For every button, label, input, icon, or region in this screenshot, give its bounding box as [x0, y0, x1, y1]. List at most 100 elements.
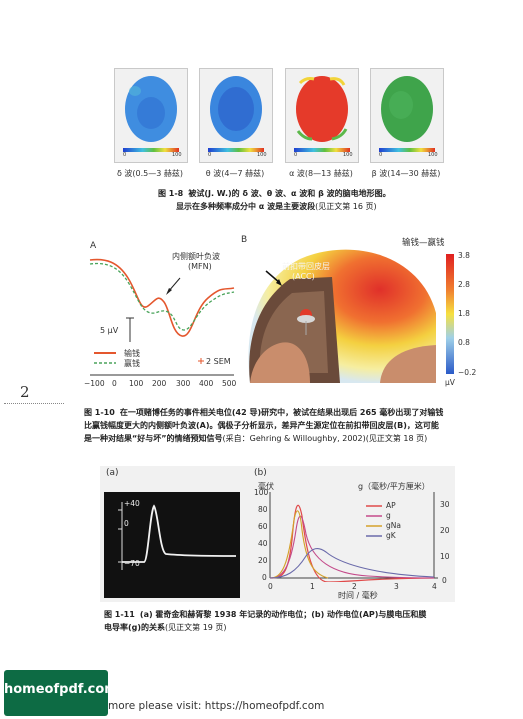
x-axis-label: 时间 / 毫秒 — [338, 591, 378, 600]
fig11-legend-swatches — [366, 505, 382, 537]
x-tick: 0 — [268, 582, 273, 591]
ap-curve — [269, 504, 435, 582]
x-tick: −100 — [84, 379, 105, 388]
margin-rule — [4, 403, 64, 404]
scale-max-label: 100 — [172, 152, 182, 158]
fig10-caption-ref: (采自：Gehring & Willoughby, 2002)(见正文第 18 … — [222, 434, 428, 443]
x-tick: 2 — [352, 582, 357, 591]
panel-a-label: A — [90, 241, 97, 251]
fig11-caption-number: 图 1-11 — [104, 610, 135, 619]
osc-zero-label: 0 — [124, 519, 129, 528]
head-map-delta-icon — [123, 76, 179, 152]
x-tick: 200 — [152, 379, 167, 388]
x-tick: 300 — [176, 379, 191, 388]
colorbar — [446, 254, 454, 374]
y-right-unit: g（毫秒/平方厘米） — [358, 482, 430, 491]
head-map-beta-icon — [379, 76, 435, 152]
fig10-caption-line2: 比赢钱幅度更大的内侧额叶负波(A)。偶极子分析显示，差异产生源定位在前扣带回皮层… — [84, 420, 439, 431]
y-right-tick: 0 — [442, 576, 447, 585]
erp-plot — [89, 258, 235, 364]
y-right-tick: 30 — [440, 500, 450, 509]
x-tick: 0 — [112, 379, 117, 388]
scale-uv-label: 5 μV — [100, 326, 119, 335]
legend-gna: gNa — [386, 521, 401, 530]
scale-min-label: 0 — [208, 152, 212, 158]
page-number: 2 — [20, 383, 30, 401]
colorbar-unit: μV — [445, 378, 455, 387]
fig11-caption-ref: (见正文第 19 页) — [165, 623, 227, 632]
panel-b-label: B — [241, 235, 248, 245]
fig8-caption-line2: 显示在多种频率成分中 α 波是主要波段(见正文第 16 页) — [176, 201, 377, 212]
ap-conductance-chart — [269, 492, 438, 582]
y-left-unit: 毫伏 — [258, 482, 274, 491]
face-skin — [250, 342, 310, 383]
y-left-tick: 80 — [258, 505, 268, 514]
fig10-caption-number: 图 1-10 — [84, 408, 115, 417]
topomap-beta — [370, 68, 444, 163]
topomap-delta — [114, 68, 188, 163]
head-map-alpha-icon — [294, 76, 350, 152]
caption-alpha: α 波(8—13 赫兹) — [289, 169, 353, 178]
footer-link[interactable]: more please visit: https://homeofpdf.com — [108, 700, 325, 712]
x-tick: 500 — [222, 379, 237, 388]
caption-theta: θ 波(4—7 赫兹) — [205, 169, 265, 178]
y-right-tick: 10 — [440, 552, 450, 561]
legend-g: g — [386, 511, 391, 520]
difference-title: 输钱—赢钱 — [402, 238, 445, 248]
colorbar-tick: −0.2 — [458, 368, 477, 377]
scale-min-label: 0 — [379, 152, 383, 158]
g-curve — [269, 515, 435, 579]
acc-label: 前扣带回皮层 — [282, 262, 330, 271]
x-tick: 4 — [432, 582, 437, 591]
colorbar-tick: 1.8 — [458, 309, 470, 318]
caption-beta: β 波(14—30 赫兹) — [371, 169, 441, 178]
logo-text: homeofpdf.com — [4, 682, 118, 697]
x-tick: 3 — [394, 582, 399, 591]
fig11-caption-text2: 电导率(g)的关系 — [104, 623, 166, 632]
y-left-tick: 100 — [254, 488, 269, 497]
fig11-panel-b-label: (b) — [254, 468, 267, 478]
colorbar-tick: 0.8 — [458, 338, 470, 347]
osc-plus-label: +40 — [124, 499, 140, 508]
fig11-caption-line2: 电导率(g)的关系(见正文第 19 页) — [104, 622, 227, 633]
legend-ap: AP — [386, 501, 396, 510]
y-left-tick: 20 — [258, 556, 268, 565]
scale-min-label: 0 — [123, 152, 127, 158]
action-potential-trace-icon — [118, 502, 237, 570]
sem-label: 2 SEM — [206, 357, 231, 366]
topomap-theta — [199, 68, 273, 163]
head-map-theta-icon — [208, 76, 264, 152]
legend-win-label: 赢钱 — [124, 359, 140, 368]
acc-abbr: (ACC) — [292, 272, 315, 281]
y-right-tick: 20 — [440, 526, 450, 535]
scale-max-label: 100 — [343, 152, 353, 158]
osc-minus-label: −70 — [124, 559, 140, 568]
mfn-abbr: (MFN) — [188, 262, 212, 271]
fig11-caption-text1: (a) 霍奇金和赫胥黎 1938 年记录的动作电位；(b) 动作电位(AP)与膜… — [139, 610, 427, 619]
oscilloscope-trace — [104, 492, 240, 598]
mfn-label: 内侧额叶负波 — [172, 252, 220, 261]
fig10-caption-text2: 比赢钱幅度更大的内侧额叶负波(A)。偶极子分析显示，差异产生源定位在前扣带回皮层… — [84, 421, 439, 430]
legend-gk: gK — [386, 531, 396, 540]
scale-max-label: 100 — [257, 152, 267, 158]
fig10-caption-line3: 是一种对结果“好与坏”的情绪预知信号(采自：Gehring & Willough… — [84, 433, 427, 444]
brain-3d-map — [248, 249, 436, 383]
fig8-caption-ref: (见正文第 16 页) — [315, 202, 377, 211]
fig11-panel-a-label: (a) — [106, 468, 119, 478]
x-tick: 1 — [310, 582, 315, 591]
colorbar-tick: 3.8 — [458, 251, 470, 260]
homeofpdf-logo[interactable]: homeofpdf.com — [4, 670, 118, 716]
legend-swatches — [94, 352, 116, 364]
x-tick: 100 — [129, 379, 144, 388]
fig8-caption-text1: 被试(J. W.)的 δ 波、θ 波、α 波和 β 波的脑电地形图。 — [188, 189, 391, 198]
fig10-caption-text1: 在一项赌博任务的事件相关电位(42 导)研究中，被试在结果出现后 265 毫秒出… — [119, 408, 444, 417]
fig10-caption-line1: 图 1-10 在一项赌博任务的事件相关电位(42 导)研究中，被试在结果出现后 … — [84, 407, 443, 418]
y-left-tick: 60 — [258, 522, 268, 531]
fig10-caption-text3: 是一种对结果“好与坏”的情绪预知信号 — [84, 434, 223, 443]
fig8-caption-number: 图 1-8 — [158, 189, 184, 198]
y-left-tick: 40 — [258, 539, 268, 548]
scale-min-label: 0 — [294, 152, 298, 158]
lose-waveform — [89, 258, 235, 337]
scale-max-label: 100 — [428, 152, 438, 158]
legend-lose-label: 输钱 — [124, 349, 140, 358]
